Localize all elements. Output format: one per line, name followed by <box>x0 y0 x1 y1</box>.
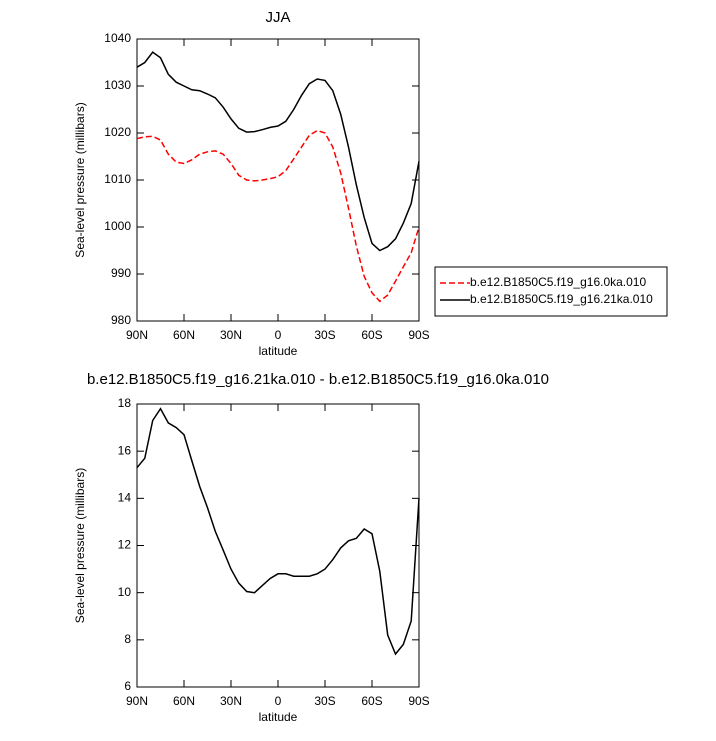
x-tick-label: 30N <box>220 328 242 342</box>
data-line <box>136 407 420 656</box>
plot-frame <box>136 403 420 688</box>
chart-title: b.e12.B1850C5.f19_g16.21ka.010 - b.e12.B… <box>87 371 549 388</box>
legend-label: b.e12.B1850C5.f19_g16.0ka.010 <box>470 275 646 289</box>
x-tick-label: 30S <box>314 328 335 342</box>
y-tick-label: 990 <box>111 266 131 280</box>
x-tick-label: 60S <box>361 694 382 708</box>
x-tick-label: 90N <box>126 694 148 708</box>
y-tick-label: 980 <box>111 313 131 327</box>
plot-frame <box>136 38 420 322</box>
x-axis-label: latitude <box>259 710 298 724</box>
data-line <box>136 51 420 252</box>
legend-label: b.e12.B1850C5.f19_g16.21ka.010 <box>470 292 653 306</box>
y-tick-label: 10 <box>118 585 132 599</box>
y-tick-label: 16 <box>118 443 132 457</box>
y-axis-label: Sea-level pressure (millibars) <box>73 102 87 257</box>
y-tick-label: 1010 <box>104 172 131 186</box>
x-tick-label: 90S <box>408 694 429 708</box>
y-tick-label: 12 <box>118 538 132 552</box>
x-tick-label: 0 <box>275 694 282 708</box>
y-axis-label: Sea-level pressure (millibars) <box>73 468 87 623</box>
x-tick-label: 60S <box>361 328 382 342</box>
x-tick-label: 90N <box>126 328 148 342</box>
y-tick-label: 18 <box>118 396 132 410</box>
x-axis-label: latitude <box>259 344 298 358</box>
x-tick-label: 60N <box>173 328 195 342</box>
x-tick-label: 90S <box>408 328 429 342</box>
legend-box <box>434 266 668 317</box>
data-line <box>136 129 420 303</box>
y-tick-label: 6 <box>124 679 131 693</box>
y-tick-label: 1000 <box>104 219 131 233</box>
x-tick-label: 0 <box>275 328 282 342</box>
y-tick-label: 1020 <box>104 125 131 139</box>
x-tick-label: 30S <box>314 694 335 708</box>
chart-title: JJA <box>265 9 290 26</box>
y-tick-label: 1040 <box>104 31 131 45</box>
y-tick-label: 1030 <box>104 78 131 92</box>
x-tick-label: 60N <box>173 694 195 708</box>
y-tick-label: 8 <box>124 632 131 646</box>
x-tick-label: 30N <box>220 694 242 708</box>
y-tick-label: 14 <box>118 491 132 505</box>
